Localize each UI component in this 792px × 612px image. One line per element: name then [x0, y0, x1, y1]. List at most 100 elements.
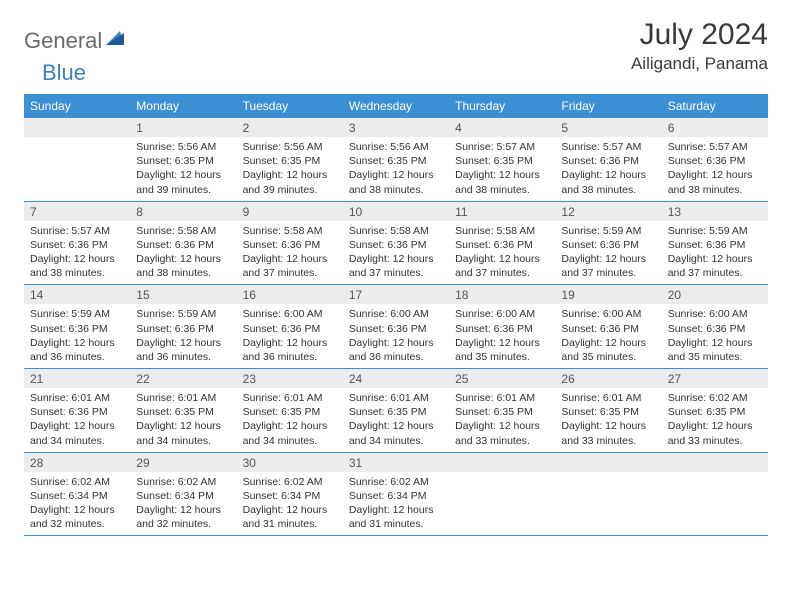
sunrise-line: Sunrise: 6:02 AM — [349, 475, 443, 489]
day-number: 1 — [130, 118, 236, 137]
day-number: 25 — [449, 369, 555, 388]
logo-triangle-icon — [106, 31, 124, 52]
day-cell: 31Sunrise: 6:02 AMSunset: 6:34 PMDayligh… — [343, 453, 449, 536]
day-content: Sunrise: 5:56 AMSunset: 6:35 PMDaylight:… — [343, 137, 449, 201]
daylight-line: Daylight: 12 hours and 38 minutes. — [561, 168, 655, 196]
sunset-line: Sunset: 6:36 PM — [136, 322, 230, 336]
day-cell: 22Sunrise: 6:01 AMSunset: 6:35 PMDayligh… — [130, 369, 236, 452]
sunset-line: Sunset: 6:36 PM — [30, 322, 124, 336]
sunset-line: Sunset: 6:36 PM — [30, 238, 124, 252]
day-content: Sunrise: 5:58 AMSunset: 6:36 PMDaylight:… — [130, 221, 236, 285]
day-content: Sunrise: 6:00 AMSunset: 6:36 PMDaylight:… — [343, 304, 449, 368]
day-number: 23 — [237, 369, 343, 388]
logo: General — [24, 18, 126, 54]
logo-general: General — [24, 28, 102, 54]
sunset-line: Sunset: 6:35 PM — [243, 405, 337, 419]
day-cell: 24Sunrise: 6:01 AMSunset: 6:35 PMDayligh… — [343, 369, 449, 452]
daylight-line: Daylight: 12 hours and 38 minutes. — [349, 168, 443, 196]
day-number — [449, 453, 555, 472]
day-cell: 11Sunrise: 5:58 AMSunset: 6:36 PMDayligh… — [449, 202, 555, 285]
sunrise-line: Sunrise: 5:59 AM — [561, 224, 655, 238]
weekday-header: Sunday Monday Tuesday Wednesday Thursday… — [24, 94, 768, 118]
sunset-line: Sunset: 6:35 PM — [136, 154, 230, 168]
sunset-line: Sunset: 6:36 PM — [349, 322, 443, 336]
day-content: Sunrise: 6:02 AMSunset: 6:34 PMDaylight:… — [343, 472, 449, 536]
day-number — [24, 118, 130, 137]
sunset-line: Sunset: 6:36 PM — [668, 238, 762, 252]
day-cell — [24, 118, 130, 201]
sunrise-line: Sunrise: 6:02 AM — [30, 475, 124, 489]
daylight-line: Daylight: 12 hours and 34 minutes. — [243, 419, 337, 447]
sunrise-line: Sunrise: 5:57 AM — [455, 140, 549, 154]
week-row: 28Sunrise: 6:02 AMSunset: 6:34 PMDayligh… — [24, 453, 768, 537]
sunrise-line: Sunrise: 5:59 AM — [30, 307, 124, 321]
day-content: Sunrise: 6:01 AMSunset: 6:36 PMDaylight:… — [24, 388, 130, 452]
daylight-line: Daylight: 12 hours and 37 minutes. — [561, 252, 655, 280]
week-row: 21Sunrise: 6:01 AMSunset: 6:36 PMDayligh… — [24, 369, 768, 453]
day-number: 21 — [24, 369, 130, 388]
day-number: 30 — [237, 453, 343, 472]
day-number — [555, 453, 661, 472]
day-content: Sunrise: 6:02 AMSunset: 6:34 PMDaylight:… — [130, 472, 236, 536]
day-number: 18 — [449, 285, 555, 304]
day-content: Sunrise: 6:01 AMSunset: 6:35 PMDaylight:… — [237, 388, 343, 452]
daylight-line: Daylight: 12 hours and 35 minutes. — [668, 336, 762, 364]
sunset-line: Sunset: 6:34 PM — [30, 489, 124, 503]
sunset-line: Sunset: 6:36 PM — [455, 238, 549, 252]
sunset-line: Sunset: 6:35 PM — [455, 405, 549, 419]
day-number: 8 — [130, 202, 236, 221]
sunset-line: Sunset: 6:34 PM — [349, 489, 443, 503]
sunrise-line: Sunrise: 6:01 AM — [243, 391, 337, 405]
sunrise-line: Sunrise: 5:58 AM — [136, 224, 230, 238]
day-cell: 21Sunrise: 6:01 AMSunset: 6:36 PMDayligh… — [24, 369, 130, 452]
day-number: 31 — [343, 453, 449, 472]
day-number: 24 — [343, 369, 449, 388]
daylight-line: Daylight: 12 hours and 32 minutes. — [136, 503, 230, 531]
day-content: Sunrise: 6:01 AMSunset: 6:35 PMDaylight:… — [130, 388, 236, 452]
sunset-line: Sunset: 6:35 PM — [136, 405, 230, 419]
sunrise-line: Sunrise: 6:00 AM — [668, 307, 762, 321]
daylight-line: Daylight: 12 hours and 38 minutes. — [136, 252, 230, 280]
day-content: Sunrise: 5:58 AMSunset: 6:36 PMDaylight:… — [237, 221, 343, 285]
daylight-line: Daylight: 12 hours and 37 minutes. — [668, 252, 762, 280]
sunrise-line: Sunrise: 6:01 AM — [349, 391, 443, 405]
daylight-line: Daylight: 12 hours and 38 minutes. — [668, 168, 762, 196]
sunrise-line: Sunrise: 5:57 AM — [561, 140, 655, 154]
sunrise-line: Sunrise: 6:00 AM — [243, 307, 337, 321]
sunrise-line: Sunrise: 5:56 AM — [136, 140, 230, 154]
day-content: Sunrise: 5:57 AMSunset: 6:36 PMDaylight:… — [555, 137, 661, 201]
week-row: 7Sunrise: 5:57 AMSunset: 6:36 PMDaylight… — [24, 202, 768, 286]
day-content: Sunrise: 6:01 AMSunset: 6:35 PMDaylight:… — [555, 388, 661, 452]
day-content: Sunrise: 6:00 AMSunset: 6:36 PMDaylight:… — [237, 304, 343, 368]
daylight-line: Daylight: 12 hours and 38 minutes. — [455, 168, 549, 196]
daylight-line: Daylight: 12 hours and 35 minutes. — [561, 336, 655, 364]
day-cell: 14Sunrise: 5:59 AMSunset: 6:36 PMDayligh… — [24, 285, 130, 368]
daylight-line: Daylight: 12 hours and 37 minutes. — [243, 252, 337, 280]
weeks-container: 1Sunrise: 5:56 AMSunset: 6:35 PMDaylight… — [24, 118, 768, 536]
sunrise-line: Sunrise: 6:01 AM — [455, 391, 549, 405]
sunset-line: Sunset: 6:36 PM — [30, 405, 124, 419]
daylight-line: Daylight: 12 hours and 37 minutes. — [349, 252, 443, 280]
sunset-line: Sunset: 6:35 PM — [349, 154, 443, 168]
day-cell: 19Sunrise: 6:00 AMSunset: 6:36 PMDayligh… — [555, 285, 661, 368]
sunrise-line: Sunrise: 6:01 AM — [30, 391, 124, 405]
day-cell: 27Sunrise: 6:02 AMSunset: 6:35 PMDayligh… — [662, 369, 768, 452]
sunset-line: Sunset: 6:36 PM — [561, 154, 655, 168]
day-number: 16 — [237, 285, 343, 304]
daylight-line: Daylight: 12 hours and 35 minutes. — [455, 336, 549, 364]
day-number: 22 — [130, 369, 236, 388]
sunset-line: Sunset: 6:35 PM — [668, 405, 762, 419]
daylight-line: Daylight: 12 hours and 34 minutes. — [349, 419, 443, 447]
day-number — [662, 453, 768, 472]
day-cell: 10Sunrise: 5:58 AMSunset: 6:36 PMDayligh… — [343, 202, 449, 285]
daylight-line: Daylight: 12 hours and 36 minutes. — [30, 336, 124, 364]
sunrise-line: Sunrise: 6:00 AM — [349, 307, 443, 321]
weekday-thu: Thursday — [449, 94, 555, 118]
sunrise-line: Sunrise: 6:00 AM — [455, 307, 549, 321]
sunset-line: Sunset: 6:35 PM — [455, 154, 549, 168]
day-content: Sunrise: 5:58 AMSunset: 6:36 PMDaylight:… — [449, 221, 555, 285]
day-number: 9 — [237, 202, 343, 221]
sunrise-line: Sunrise: 5:59 AM — [136, 307, 230, 321]
weekday-tue: Tuesday — [237, 94, 343, 118]
sunset-line: Sunset: 6:36 PM — [243, 322, 337, 336]
